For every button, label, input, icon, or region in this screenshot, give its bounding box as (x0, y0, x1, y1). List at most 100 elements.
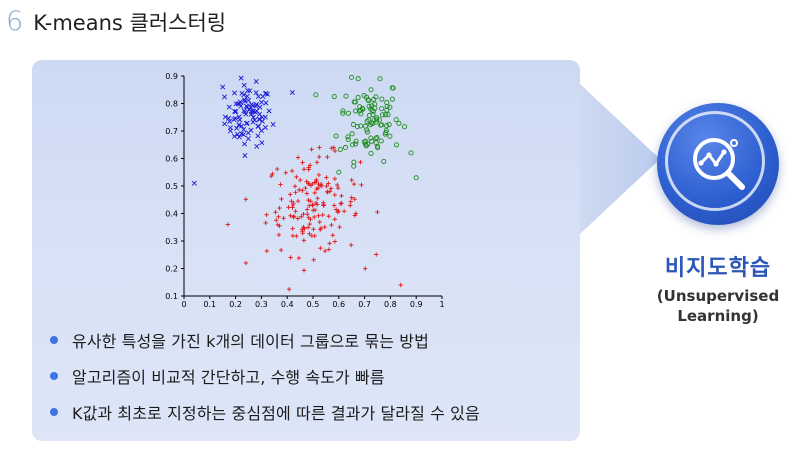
data-point-series-2 (330, 233, 335, 238)
data-point-series-2 (309, 147, 314, 152)
data-point-series-2 (307, 221, 313, 227)
data-point-series-2 (274, 166, 280, 172)
data-point-series-2 (332, 217, 338, 222)
data-point-series-1 (378, 122, 384, 128)
data-point-series-2 (295, 155, 301, 160)
data-point-series-1 (359, 105, 365, 111)
data-point-series-0 (252, 117, 258, 123)
data-point-series-1 (393, 142, 400, 148)
x-tick-label: 0.8 (384, 300, 397, 309)
data-point-series-2 (300, 188, 305, 193)
data-point-series-0 (258, 99, 264, 105)
data-point-series-0 (244, 104, 250, 110)
data-point-series-1 (381, 158, 387, 164)
data-point-series-0 (242, 153, 248, 159)
section-number: 6 (6, 6, 24, 37)
data-point-series-0 (253, 78, 259, 85)
data-point-series-1 (374, 115, 380, 121)
data-point-series-2 (293, 190, 298, 195)
data-point-series-1 (353, 141, 359, 147)
data-point-series-1 (345, 134, 351, 140)
data-point-series-2 (243, 197, 248, 202)
data-point-series-2 (308, 199, 313, 204)
y-tick-label: 0.5 (165, 182, 178, 191)
content-panel (32, 60, 580, 441)
data-point-series-2 (353, 211, 359, 216)
data-point-series-1 (384, 107, 390, 113)
data-point-series-2 (349, 177, 354, 183)
data-point-series-0 (236, 122, 242, 128)
data-point-series-1 (396, 120, 402, 126)
slide-heading: 6 K-means 클러스터링 (6, 6, 226, 40)
x-tick-label: 0.3 (255, 300, 268, 309)
data-point-series-0 (231, 90, 238, 96)
data-point-series-0 (244, 93, 250, 99)
data-point-series-0 (270, 121, 276, 127)
data-point-series-2 (305, 207, 310, 212)
data-point-series-2 (335, 209, 340, 215)
data-point-series-2 (324, 175, 329, 180)
x-tick-label: 0.2 (229, 300, 242, 309)
data-point-series-2 (332, 148, 338, 154)
data-point-series-2 (351, 181, 357, 187)
data-point-series-1 (401, 124, 408, 130)
x-tick-label: 0.7 (358, 300, 371, 309)
data-point-series-2 (225, 222, 231, 227)
feature-list: 유사한 특성을 가진 k개의 데이터 그룹으로 묶는 방법 알고리즘이 비교적 … (50, 322, 480, 430)
data-point-series-2 (290, 233, 296, 239)
data-point-series-0 (266, 108, 272, 114)
data-point-series-0 (244, 120, 250, 126)
data-point-series-2 (398, 282, 403, 288)
data-point-series-0 (246, 107, 252, 113)
data-point-series-2 (328, 186, 334, 191)
data-point-series-2 (335, 185, 341, 191)
data-point-series-1 (368, 135, 374, 141)
data-point-series-1 (384, 123, 390, 129)
data-point-series-2 (299, 214, 304, 219)
data-point-series-2 (316, 172, 322, 178)
data-point-series-0 (241, 126, 247, 132)
data-point-series-2 (264, 212, 269, 217)
data-point-series-1 (382, 112, 388, 118)
data-point-series-0 (259, 118, 265, 124)
badge-title: 비지도학습 (664, 256, 772, 281)
data-point-series-2 (295, 198, 301, 204)
data-point-series-2 (332, 176, 338, 182)
data-point-series-1 (387, 133, 393, 139)
data-point-series-0 (255, 94, 262, 100)
data-point-series-2 (321, 203, 326, 208)
data-point-series-2 (264, 248, 270, 254)
data-point-series-1 (331, 94, 337, 100)
data-point-series-2 (270, 171, 275, 177)
data-point-series-1 (387, 104, 393, 110)
data-point-series-0 (231, 133, 237, 139)
data-point-series-1 (333, 133, 339, 139)
data-point-series-2 (277, 223, 282, 229)
data-point-series-2 (316, 213, 321, 218)
data-point-series-0 (234, 125, 240, 131)
data-point-series-1 (393, 117, 399, 123)
data-point-series-2 (283, 170, 289, 175)
data-point-series-0 (259, 140, 265, 146)
data-point-series-2 (274, 218, 279, 223)
data-point-series-0 (257, 111, 263, 117)
data-point-series-2 (305, 211, 310, 217)
y-tick-label: 0.4 (165, 210, 178, 219)
data-point-series-2 (317, 154, 322, 160)
y-tick-label: 0.9 (165, 72, 178, 81)
data-point-series-2 (348, 199, 353, 204)
data-point-series-2 (363, 266, 368, 271)
data-point-series-1 (340, 108, 346, 114)
bullet-text: K값과 최초로 지정하는 중심점에 따른 결과가 달라질 수 있음 (72, 404, 480, 423)
data-point-series-2 (332, 239, 338, 244)
data-point-series-2 (301, 212, 306, 217)
data-point-series-2 (326, 213, 331, 219)
data-point-series-2 (289, 168, 295, 174)
x-tick-label: 0.6 (332, 300, 345, 309)
data-point-series-0 (242, 98, 248, 104)
x-tick-label: 0.9 (410, 300, 423, 309)
data-point-series-2 (324, 183, 329, 189)
bullet-text: 알고리즘이 비교적 간단하고, 수행 속도가 빠름 (72, 368, 385, 387)
bullet-dot-icon (50, 336, 58, 344)
data-point-series-2 (286, 205, 291, 210)
